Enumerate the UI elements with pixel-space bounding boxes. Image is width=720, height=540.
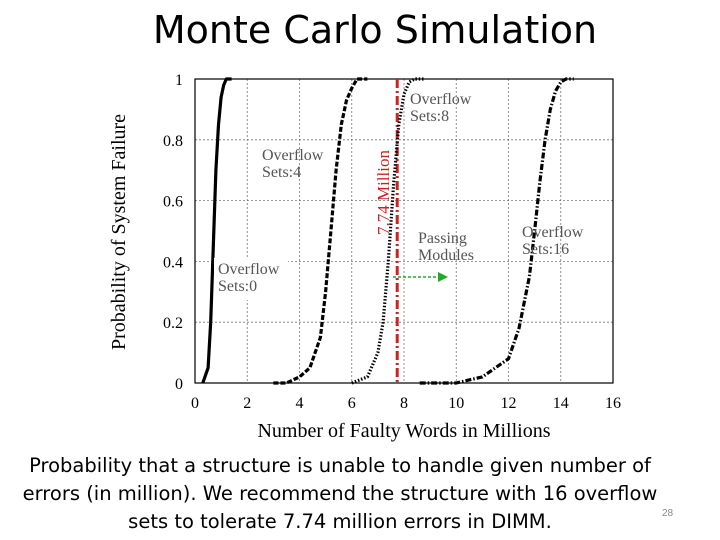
x-tick-label-6: 12	[501, 395, 517, 412]
annotation-4-line-0: Passing	[418, 230, 467, 247]
x-tick-label-8: 16	[605, 395, 621, 412]
y-tick-label-5: 1	[175, 72, 183, 89]
x-tick-label-7: 14	[553, 395, 569, 412]
annotation-1-line-1: Sets:4	[262, 164, 301, 181]
y-tick-label-2: 0.4	[163, 254, 183, 271]
y-axis-label: Probability of System Failure	[108, 114, 130, 350]
series-line-2	[351, 77, 425, 385]
annotation-0-line-0: Overflow	[218, 261, 280, 278]
series-line-3	[419, 77, 574, 385]
annotation-bg-0	[214, 258, 288, 300]
chart: 0 2 4 6 8 10 12 14 16 0 0.2 0.4 0.6 0.8 1 7.74 Million…	[108, 72, 621, 442]
annotation-1-line-0: Overflow	[262, 147, 324, 164]
x-tick-label-3: 6	[348, 395, 356, 412]
y-tick-label-1: 0.2	[163, 315, 183, 332]
series-line-0	[201, 77, 232, 384]
series-line-1	[273, 77, 368, 385]
annotation-0-line-1: Sets:0	[218, 278, 257, 295]
x-tick-label-2: 4	[296, 395, 304, 412]
x-tick-label-4: 8	[400, 395, 408, 412]
x-tick-label-1: 2	[243, 395, 251, 412]
y-tick-label-4: 0.8	[163, 133, 183, 150]
annotation-3-line-1: Sets:16	[522, 241, 569, 258]
x-tick-label-5: 10	[448, 395, 464, 412]
page-number: 28	[662, 508, 674, 519]
y-tick-label-0: 0	[175, 376, 183, 393]
passing-modules-arrowhead	[438, 272, 448, 282]
x-axis-label: Number of Faulty Words in Millions	[257, 420, 550, 442]
annotation-4-line-1: Modules	[418, 247, 474, 264]
reference-line-label: 7.74 Million	[374, 149, 393, 235]
axis-ticks: 0 2 4 6 8 10 12 14 16 0 0.2 0.4 0.6 0.8 1	[163, 72, 621, 412]
series-layer	[201, 77, 574, 385]
x-tick-label-0: 0	[191, 395, 199, 412]
annotation-2-line-0: Overflow	[410, 91, 472, 108]
annotation-2-line-1: Sets:8	[410, 108, 449, 125]
slide-caption: Probability that a structure is unable t…	[22, 454, 658, 533]
y-tick-label-3: 0.6	[163, 194, 183, 211]
plot-frame	[194, 78, 614, 384]
annotation-layer: OverflowSets:0OverflowSets:4OverflowSets…	[214, 91, 584, 300]
slide-title: Monte Carlo Simulation	[152, 8, 598, 52]
reference-line-group: 7.74 Million	[374, 79, 399, 383]
annotation-3-line-0: Overflow	[522, 224, 584, 241]
